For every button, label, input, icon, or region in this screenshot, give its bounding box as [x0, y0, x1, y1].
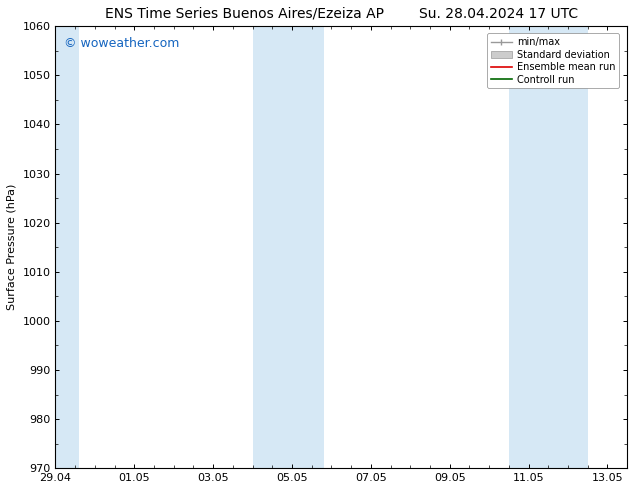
- Bar: [252, 26, 323, 468]
- Bar: [509, 26, 588, 468]
- Bar: [56, 26, 79, 468]
- Legend: min/max, Standard deviation, Ensemble mean run, Controll run: min/max, Standard deviation, Ensemble me…: [487, 33, 619, 88]
- Title: ENS Time Series Buenos Aires/Ezeiza AP        Su. 28.04.2024 17 UTC: ENS Time Series Buenos Aires/Ezeiza AP S…: [105, 7, 578, 21]
- Y-axis label: Surface Pressure (hPa): Surface Pressure (hPa): [7, 184, 17, 311]
- Text: © woweather.com: © woweather.com: [64, 37, 179, 50]
